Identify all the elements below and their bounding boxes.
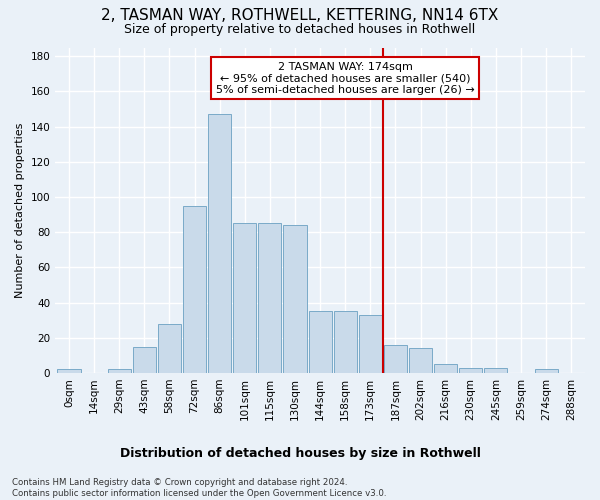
- Bar: [308, 312, 332, 373]
- Bar: [384, 345, 407, 373]
- Text: Contains HM Land Registry data © Crown copyright and database right 2024.
Contai: Contains HM Land Registry data © Crown c…: [12, 478, 386, 498]
- Bar: [334, 312, 357, 373]
- Y-axis label: Number of detached properties: Number of detached properties: [15, 122, 25, 298]
- Text: Distribution of detached houses by size in Rothwell: Distribution of detached houses by size …: [119, 448, 481, 460]
- Text: 2 TASMAN WAY: 174sqm
← 95% of detached houses are smaller (540)
5% of semi-detac: 2 TASMAN WAY: 174sqm ← 95% of detached h…: [216, 62, 475, 95]
- Bar: [409, 348, 432, 373]
- Bar: [459, 368, 482, 373]
- Bar: [283, 225, 307, 373]
- Text: 2, TASMAN WAY, ROTHWELL, KETTERING, NN14 6TX: 2, TASMAN WAY, ROTHWELL, KETTERING, NN14…: [101, 8, 499, 22]
- Bar: [535, 370, 557, 373]
- Bar: [158, 324, 181, 373]
- Bar: [359, 315, 382, 373]
- Bar: [107, 370, 131, 373]
- Bar: [208, 114, 231, 373]
- Bar: [233, 224, 256, 373]
- Bar: [259, 224, 281, 373]
- Bar: [183, 206, 206, 373]
- Bar: [133, 346, 156, 373]
- Bar: [484, 368, 508, 373]
- Bar: [58, 370, 80, 373]
- Bar: [434, 364, 457, 373]
- Text: Size of property relative to detached houses in Rothwell: Size of property relative to detached ho…: [124, 22, 476, 36]
